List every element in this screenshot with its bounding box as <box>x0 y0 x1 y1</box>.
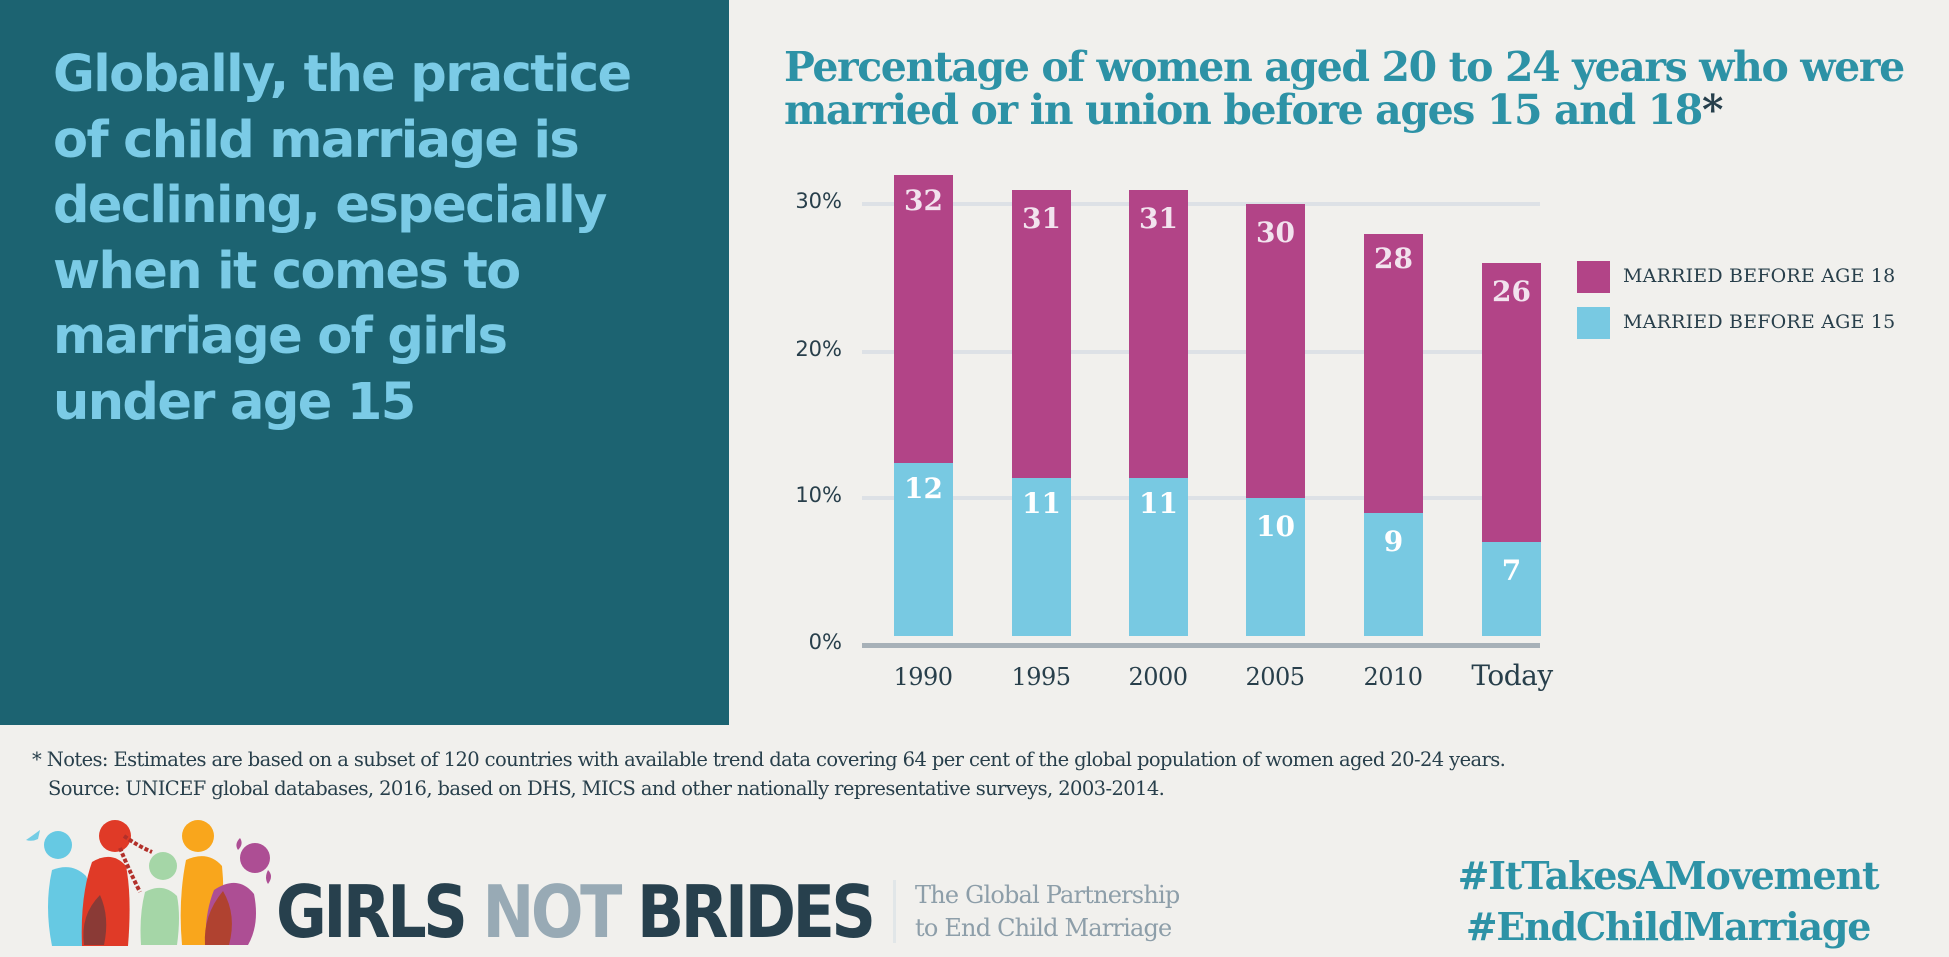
value-label: 12 <box>904 472 943 505</box>
y-tick-30: 30% <box>795 189 842 213</box>
value-label: 9 <box>1383 525 1404 558</box>
footnote-asterisk: * <box>1701 86 1723 134</box>
value-label: 26 <box>1492 275 1531 308</box>
value-label: 32 <box>904 184 943 217</box>
wordmark-not: NOT <box>482 870 623 954</box>
bar-segment-before-18: 26 <box>1482 263 1541 542</box>
bar-2000: 31 11 <box>1129 190 1188 636</box>
bar-2010: 28 9 <box>1364 234 1423 636</box>
gridline-30 <box>862 202 1540 206</box>
value-label: 11 <box>1022 487 1061 520</box>
legend-swatch-light-blue <box>1577 307 1610 339</box>
wordmark-brides: BRIDES <box>618 870 876 954</box>
x-label-2010: 2010 <box>1363 663 1423 691</box>
hashtags: #ItTakesAMovement #EndChildMarriage <box>1440 850 1896 952</box>
x-axis-line <box>862 643 1540 648</box>
bar-segment-before-15: 11 <box>1012 478 1071 636</box>
bar-segment-before-18: 28 <box>1364 234 1423 513</box>
x-label-1990: 1990 <box>893 663 953 691</box>
footnotes: * Notes: Estimates are based on a subset… <box>32 745 1832 803</box>
headline-line: when it comes to <box>53 241 521 301</box>
headline-panel: Globally, the practice of child marriage… <box>0 0 729 725</box>
chart-title-line-2-text: married or in union before ages 15 and 1… <box>784 86 1703 134</box>
legend-label: MARRIED BEFORE AGE 18 <box>1623 265 1896 287</box>
x-label-1995: 1995 <box>1011 663 1071 691</box>
x-label-2005: 2005 <box>1245 663 1305 691</box>
bar-segment-before-15: 11 <box>1129 478 1188 636</box>
headline-line: declining, especially <box>53 176 607 235</box>
bar-segment-before-18: 30 <box>1246 204 1305 498</box>
hashtag-it-takes-a-movement: #ItTakesAMovement <box>1457 853 1880 898</box>
bar-segment-before-15: 12 <box>894 463 953 636</box>
headline-line: marriage of girls <box>53 307 508 366</box>
bar-today: 26 7 <box>1482 263 1541 636</box>
value-label: 10 <box>1256 510 1295 543</box>
bar-segment-before-15: 9 <box>1364 513 1423 636</box>
girls-not-brides-logo: GIRLS NOT BRIDES <box>276 870 876 954</box>
logo-tagline: The Global Partnership to End Child Marr… <box>915 879 1180 945</box>
value-label: 31 <box>1022 202 1061 235</box>
bar-1990: 32 12 <box>894 175 953 636</box>
chart-title: Percentage of women aged 20 to 24 years … <box>784 46 1934 132</box>
headline-line: under age 15 <box>53 372 416 432</box>
bar-segment-before-15: 10 <box>1246 498 1305 636</box>
headline: Globally, the practice of child marriage… <box>53 42 713 435</box>
value-label: 11 <box>1139 487 1178 520</box>
gridline-10 <box>862 496 1540 500</box>
gridline-20 <box>862 350 1540 354</box>
hashtag-end-child-marriage: #EndChildMarriage <box>1465 904 1872 949</box>
value-label: 7 <box>1501 554 1522 587</box>
bar-segment-before-18: 31 <box>1129 190 1188 478</box>
headline-line: of child marriage is <box>53 110 580 170</box>
y-tick-0: 0% <box>808 630 842 654</box>
girls-illustration-icon <box>26 820 271 946</box>
bar-segment-before-15: 7 <box>1482 542 1541 636</box>
legend-label: MARRIED BEFORE AGE 15 <box>1623 311 1896 333</box>
source-line: Source: UNICEF global databases, 2016, b… <box>48 777 1165 800</box>
bar-segment-before-18: 32 <box>894 175 953 463</box>
logo-divider <box>893 880 896 943</box>
wordmark-girls: GIRLS <box>276 870 483 954</box>
tagline-line-1: The Global Partnership <box>915 881 1180 909</box>
notes-line: * Notes: Estimates are based on a subset… <box>32 748 1506 771</box>
value-label: 28 <box>1374 242 1413 275</box>
bar-segment-before-18: 31 <box>1012 190 1071 478</box>
bar-1995: 31 11 <box>1012 190 1071 636</box>
bar-2005: 30 10 <box>1246 204 1305 636</box>
x-label-today: Today <box>1471 659 1553 692</box>
value-label: 31 <box>1139 202 1178 235</box>
value-label: 30 <box>1256 216 1295 249</box>
legend-swatch-magenta <box>1577 261 1610 293</box>
tagline-line-2: to End Child Marriage <box>915 914 1172 942</box>
chart-title-line-2: married or in union before ages 15 and 1… <box>784 89 1934 132</box>
y-tick-10: 10% <box>795 483 842 507</box>
y-tick-20: 20% <box>795 337 842 361</box>
chart-title-line-1: Percentage of women aged 20 to 24 years … <box>784 43 1905 91</box>
x-label-2000: 2000 <box>1128 663 1188 691</box>
headline-line: Globally, the practice <box>53 45 632 104</box>
